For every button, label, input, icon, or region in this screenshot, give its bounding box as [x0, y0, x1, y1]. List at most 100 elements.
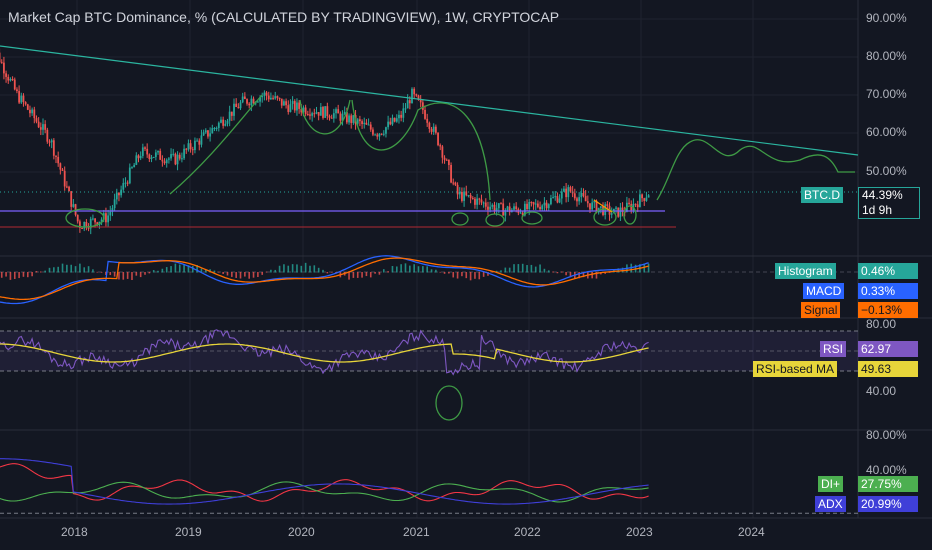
candle-body — [233, 103, 235, 116]
histogram-bar — [513, 264, 515, 273]
candle-body — [487, 206, 489, 210]
adx-tag-value: 20.99% — [858, 496, 918, 512]
candle-body — [569, 187, 572, 192]
candle-body — [398, 114, 400, 119]
candle-body — [87, 227, 90, 229]
candle-body — [348, 115, 350, 123]
candle-body — [515, 206, 518, 210]
candle-body — [628, 202, 630, 204]
candle-body — [441, 146, 444, 158]
candle-body — [72, 204, 75, 207]
candle-body — [7, 76, 10, 81]
candle-body — [576, 198, 578, 202]
histogram-bar — [239, 272, 242, 279]
histogram-bar — [508, 267, 511, 273]
histogram-bar — [643, 263, 646, 273]
candle-body — [610, 213, 613, 215]
candle-body — [372, 129, 374, 135]
candle-body — [621, 207, 624, 212]
histogram-bar — [92, 269, 94, 273]
candle-body — [547, 204, 550, 209]
candle-body — [246, 99, 248, 104]
candle-body — [293, 101, 296, 111]
rsi-ma-line — [0, 343, 649, 363]
candle-body — [81, 228, 83, 230]
candle-body — [278, 97, 281, 99]
candle-body — [541, 205, 544, 210]
candle-body — [78, 221, 81, 229]
candle-body — [9, 79, 12, 81]
histogram-bar — [187, 265, 190, 273]
candle-body — [163, 161, 166, 164]
candle-body — [619, 207, 622, 217]
candle-body — [400, 114, 403, 118]
candle-body — [170, 154, 172, 159]
histogram-bar — [283, 264, 285, 273]
candle-body — [178, 154, 181, 159]
candle-body — [343, 111, 346, 114]
histogram-bar — [231, 272, 233, 277]
histogram-bar — [461, 272, 463, 277]
candle-body — [497, 203, 500, 209]
candle-body — [89, 218, 92, 229]
histogram-bar — [5, 272, 7, 277]
candle-body — [61, 169, 64, 171]
histogram-bar — [26, 272, 29, 278]
candle-body — [580, 192, 583, 198]
candle-body — [311, 113, 314, 116]
candle-body — [183, 148, 185, 159]
candle-body — [330, 117, 333, 119]
histogram-bar — [539, 264, 541, 273]
histogram-bar — [222, 272, 224, 274]
histogram-bar — [300, 265, 303, 273]
candle-body — [185, 148, 188, 150]
price-tick: 90.00% — [866, 11, 907, 25]
candle-body — [131, 167, 133, 169]
candle-body — [302, 107, 305, 113]
histogram-bar — [218, 271, 220, 273]
candle-body — [519, 212, 522, 214]
candle-body — [167, 158, 170, 160]
histogram-bar — [595, 272, 598, 279]
histogram-bar — [96, 271, 99, 273]
histogram-bar — [604, 272, 606, 274]
histogram-bar — [109, 272, 112, 276]
drawn-ellipse — [593, 208, 617, 226]
candle-body — [165, 159, 168, 164]
candle-body — [589, 203, 591, 210]
candle-body — [543, 202, 546, 206]
histogram-bar — [213, 270, 216, 273]
rsi-tick: 80.00 — [866, 317, 897, 331]
candle-body — [259, 97, 261, 102]
candle-body — [144, 147, 146, 149]
candle-body — [639, 194, 641, 208]
candle-body — [322, 107, 324, 118]
candle-body — [122, 183, 125, 190]
histogram-bar — [61, 263, 64, 273]
candle-body — [289, 103, 292, 112]
candle-body — [474, 198, 476, 205]
candle-body — [560, 191, 563, 199]
candle-body — [148, 154, 151, 159]
candle-body — [332, 113, 335, 119]
histogram-bar — [491, 271, 494, 273]
drawn-ellipse — [435, 385, 463, 421]
candle-body — [432, 126, 435, 132]
drawn-ellipse — [451, 212, 469, 226]
histogram-bar — [322, 269, 324, 273]
candle-body — [584, 196, 587, 202]
candle-body — [606, 204, 609, 206]
candle-body — [352, 115, 355, 123]
histogram-bar — [274, 269, 277, 273]
histogram-bar — [31, 272, 33, 277]
histogram-bar — [13, 272, 16, 279]
candle-body — [113, 199, 116, 209]
histogram-bar — [409, 265, 411, 273]
candle-body — [536, 203, 539, 207]
candle-body — [226, 120, 229, 124]
candle-body — [55, 155, 57, 157]
histogram-bar — [465, 272, 468, 279]
candle-body — [393, 117, 396, 122]
histogram-bar — [79, 263, 81, 273]
